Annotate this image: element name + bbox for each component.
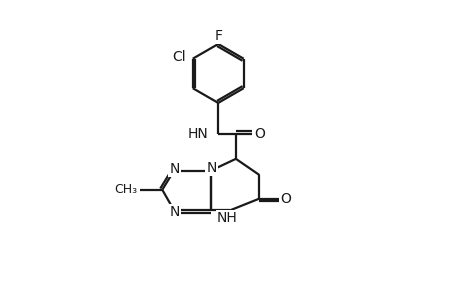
Text: NH: NH — [216, 211, 237, 225]
Text: CH₃: CH₃ — [114, 183, 138, 196]
Text: O: O — [253, 127, 264, 141]
Text: O: O — [280, 192, 291, 206]
Text: Cl: Cl — [172, 50, 186, 64]
Text: N: N — [206, 161, 217, 175]
Text: F: F — [214, 29, 222, 43]
Text: HN: HN — [188, 127, 208, 141]
Text: N: N — [169, 205, 179, 219]
Text: N: N — [169, 162, 179, 176]
